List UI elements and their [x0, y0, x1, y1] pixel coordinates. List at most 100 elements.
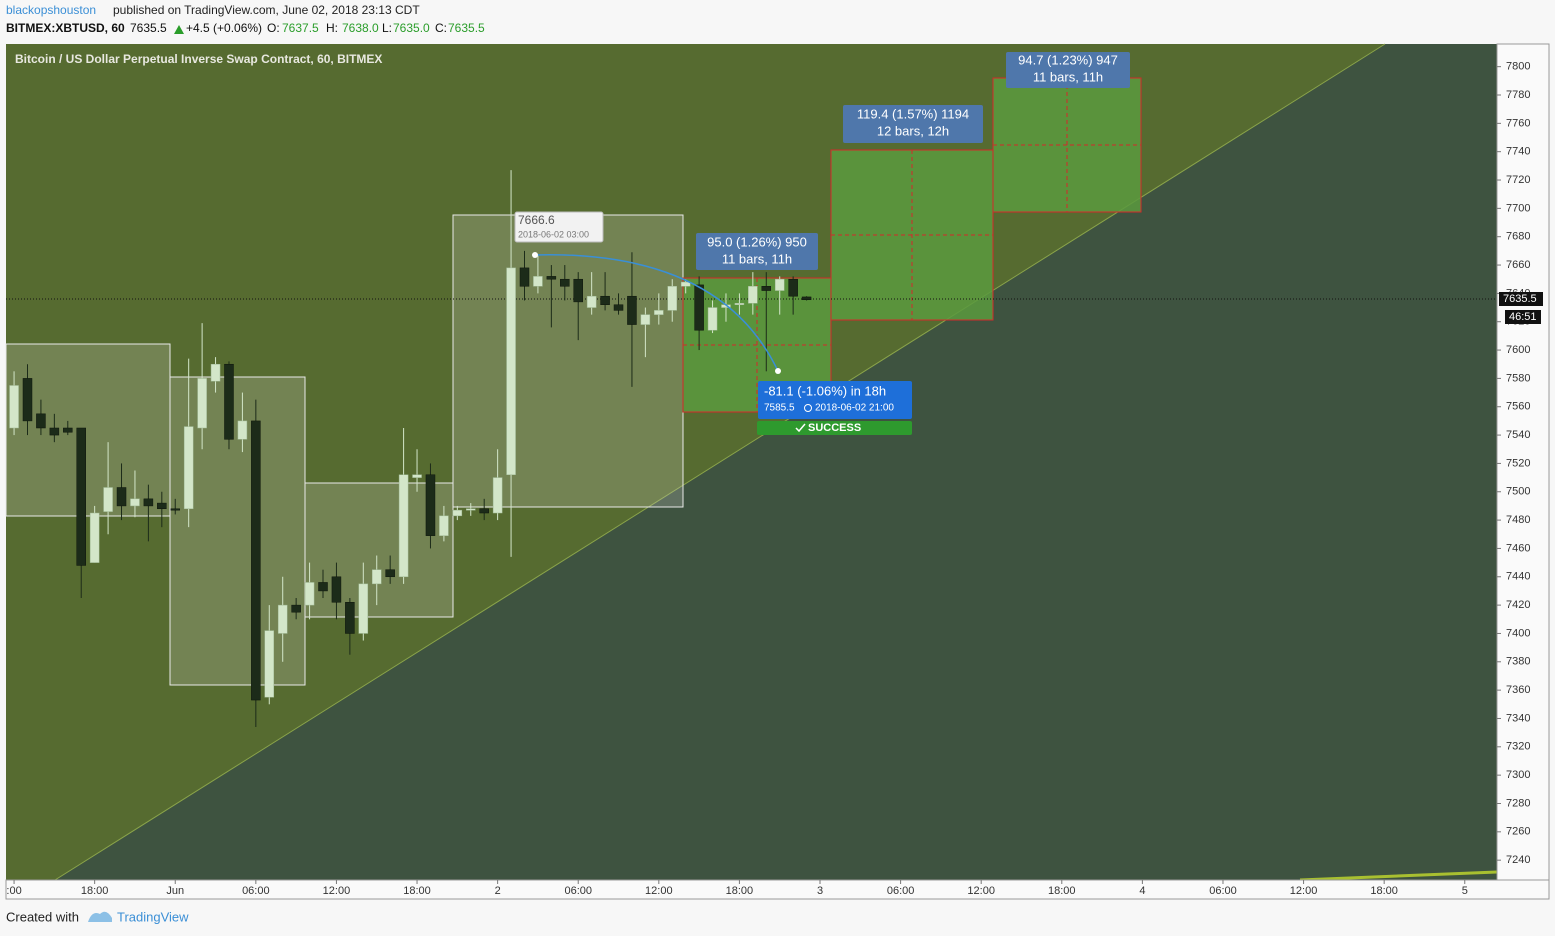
o: 7637.5 [282, 21, 319, 35]
forecast-price: 7585.5 [764, 403, 795, 414]
y-tick-label: 7440 [1506, 571, 1530, 583]
candle-body [412, 474, 422, 478]
x-tick-label: 12:00 [323, 885, 351, 897]
x-tick-label: 18:00 [81, 885, 109, 897]
candle-body [237, 420, 248, 440]
candle-body [680, 281, 691, 287]
candle-body [573, 278, 583, 303]
candle-body [358, 583, 369, 634]
y-tick-label: 7380 [1506, 656, 1530, 668]
tooltip [514, 211, 604, 243]
candle-body [224, 363, 234, 440]
measure-bottom: 11 bars, 11h [722, 251, 792, 266]
y-tick-label: 7600 [1506, 344, 1530, 356]
up-arrow [174, 25, 184, 34]
y-tick-label: 7300 [1506, 769, 1530, 781]
candle-body [560, 278, 570, 287]
candle-body [49, 427, 60, 436]
measure-top: 95.0 (1.26%) 950 [707, 234, 807, 249]
created-with: Created with [6, 909, 79, 924]
candle-body [398, 474, 409, 578]
x-tick-label: :00 [6, 885, 21, 897]
candle-body [157, 502, 167, 510]
countdown-text: 46:51 [1509, 311, 1537, 323]
y-tick-label: 7460 [1506, 542, 1530, 554]
price-axis [1496, 43, 1550, 881]
forecast-end [775, 368, 781, 374]
candle-body [466, 508, 476, 511]
candle-body [197, 378, 207, 429]
chart-title: Bitcoin / US Dollar Perpetual Inverse Sw… [15, 52, 382, 66]
x-tick-label: Jun [166, 885, 184, 897]
y-tick-label: 7420 [1506, 599, 1530, 611]
candle-body [694, 284, 704, 331]
y-tick-label: 7500 [1506, 486, 1530, 498]
symbol: BITMEX:XBTUSD, 60 [6, 21, 125, 35]
x-tick-label: 12:00 [1290, 885, 1318, 897]
x-tick-label: 18:00 [1048, 885, 1076, 897]
c-label: C: [435, 21, 447, 35]
candle-body [36, 413, 46, 429]
candle-body [667, 286, 677, 311]
author[interactable]: blackopshouston [6, 3, 96, 17]
measure-label [843, 105, 983, 143]
candle-body [210, 363, 221, 382]
y-tick-label: 7560 [1506, 401, 1530, 413]
h-label: H: [326, 21, 338, 35]
x-tick-label: 2 [495, 885, 501, 897]
candle-body [654, 310, 664, 315]
x-tick-label: 18:00 [403, 885, 431, 897]
published: published on TradingView.com, June 02, 2… [113, 3, 420, 17]
candle-body [183, 426, 194, 510]
y-tick-label: 7780 [1506, 89, 1530, 101]
candle-body [116, 487, 127, 507]
forecast-time: 2018-06-02 21:00 [815, 403, 894, 414]
range-box [452, 214, 684, 508]
forecast-label [758, 381, 912, 419]
measure-bottom: 11 bars, 11h [1033, 69, 1103, 84]
measure-label [1006, 52, 1130, 88]
clock-icon [804, 404, 812, 412]
forecast-curve [534, 254, 779, 372]
y-tick-label: 7580 [1506, 372, 1530, 384]
candle-body [318, 582, 328, 592]
candle-body [613, 304, 624, 311]
x-tick-label: 12:00 [645, 885, 673, 897]
candle-body [76, 427, 86, 566]
x-tick-label: 06:00 [1209, 885, 1237, 897]
candle-body [439, 515, 449, 536]
candle-body [304, 582, 315, 606]
candle-body [291, 604, 301, 613]
candle-body [546, 276, 557, 280]
candle-body [586, 295, 597, 308]
y-tick-label: 7400 [1506, 627, 1530, 639]
status: SUCCESS [808, 422, 861, 434]
y-tick-label: 7360 [1506, 684, 1530, 696]
candle-body [371, 569, 382, 585]
candle-body [734, 303, 745, 305]
candle-body [251, 420, 261, 701]
measure-label [696, 233, 818, 270]
candle-body [331, 576, 342, 603]
candle-body [22, 378, 33, 422]
y-tick-label: 7480 [1506, 514, 1530, 526]
candle-body [264, 630, 275, 698]
brand[interactable]: TradingView [117, 909, 189, 924]
x-tick-label: 3 [817, 885, 823, 897]
candle-body [519, 267, 530, 287]
y-tick-label: 7320 [1506, 741, 1530, 753]
candle-body [788, 278, 798, 297]
x-tick-label: 06:00 [564, 885, 592, 897]
candle-body [492, 477, 503, 514]
y-tick-label: 7800 [1506, 61, 1530, 73]
candle-body [385, 569, 395, 578]
x-tick-label: 06:00 [242, 885, 270, 897]
y-tick-label: 7740 [1506, 146, 1530, 158]
time-axis [5, 879, 1550, 900]
candle-body [707, 307, 718, 331]
c: 7635.5 [448, 21, 485, 35]
x-tick-label: 18:00 [1370, 885, 1398, 897]
o-label: O: [267, 21, 280, 35]
y-tick-label: 7240 [1506, 854, 1530, 866]
